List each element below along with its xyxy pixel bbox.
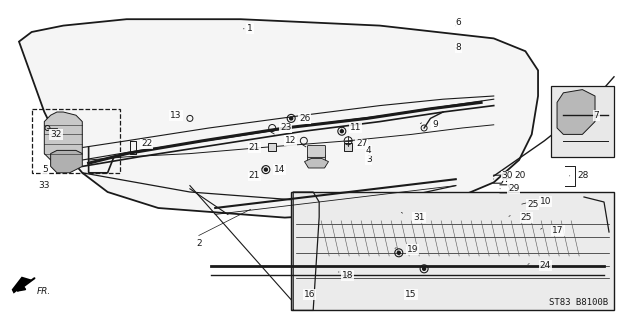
Circle shape <box>265 168 267 171</box>
Text: 9: 9 <box>432 120 438 129</box>
Text: 14: 14 <box>274 165 285 174</box>
Text: 5: 5 <box>42 165 47 174</box>
Text: 1: 1 <box>247 24 253 33</box>
Text: 16: 16 <box>304 290 315 299</box>
Bar <box>551 86 614 157</box>
Text: 22: 22 <box>141 140 152 148</box>
Text: 26: 26 <box>299 114 311 123</box>
Text: 24: 24 <box>540 261 551 270</box>
Text: 8: 8 <box>456 44 461 52</box>
Text: 12: 12 <box>284 136 296 145</box>
Text: 29: 29 <box>508 184 520 193</box>
Text: 32: 32 <box>50 130 61 139</box>
Bar <box>32 109 120 173</box>
Text: 15: 15 <box>405 290 417 299</box>
Polygon shape <box>11 276 32 294</box>
Circle shape <box>290 117 292 120</box>
Text: 18: 18 <box>342 271 353 280</box>
Text: 31: 31 <box>413 213 425 222</box>
Text: 19: 19 <box>407 245 418 254</box>
Text: FR.: FR. <box>37 287 51 296</box>
Bar <box>268 143 276 151</box>
Text: 30: 30 <box>502 172 513 180</box>
Text: 13: 13 <box>170 111 182 120</box>
Polygon shape <box>19 19 538 218</box>
Text: 28: 28 <box>578 172 589 180</box>
Text: 27: 27 <box>356 140 368 148</box>
Polygon shape <box>51 150 82 173</box>
Text: 10: 10 <box>540 197 551 206</box>
Polygon shape <box>44 112 82 160</box>
Bar <box>291 192 614 310</box>
Text: 3: 3 <box>366 156 372 164</box>
Text: 7: 7 <box>594 111 599 120</box>
Polygon shape <box>557 90 595 134</box>
Text: 25: 25 <box>521 213 532 222</box>
Text: 17: 17 <box>553 226 564 235</box>
FancyBboxPatch shape <box>308 145 325 157</box>
Text: 4: 4 <box>366 146 372 155</box>
Bar <box>344 143 352 151</box>
Text: 6: 6 <box>456 18 461 27</box>
Text: 33: 33 <box>38 181 49 190</box>
Text: 20: 20 <box>515 172 526 180</box>
Circle shape <box>398 251 400 254</box>
Text: 21: 21 <box>249 143 260 152</box>
Text: 23: 23 <box>280 124 292 132</box>
Circle shape <box>423 267 425 270</box>
Circle shape <box>341 130 343 133</box>
Text: 21: 21 <box>249 172 260 180</box>
Text: ST83 B8100B: ST83 B8100B <box>549 298 608 307</box>
Text: 11: 11 <box>350 124 361 132</box>
Polygon shape <box>304 158 329 168</box>
Text: 2: 2 <box>196 239 202 248</box>
Text: 25: 25 <box>527 200 539 209</box>
FancyBboxPatch shape <box>308 155 325 167</box>
